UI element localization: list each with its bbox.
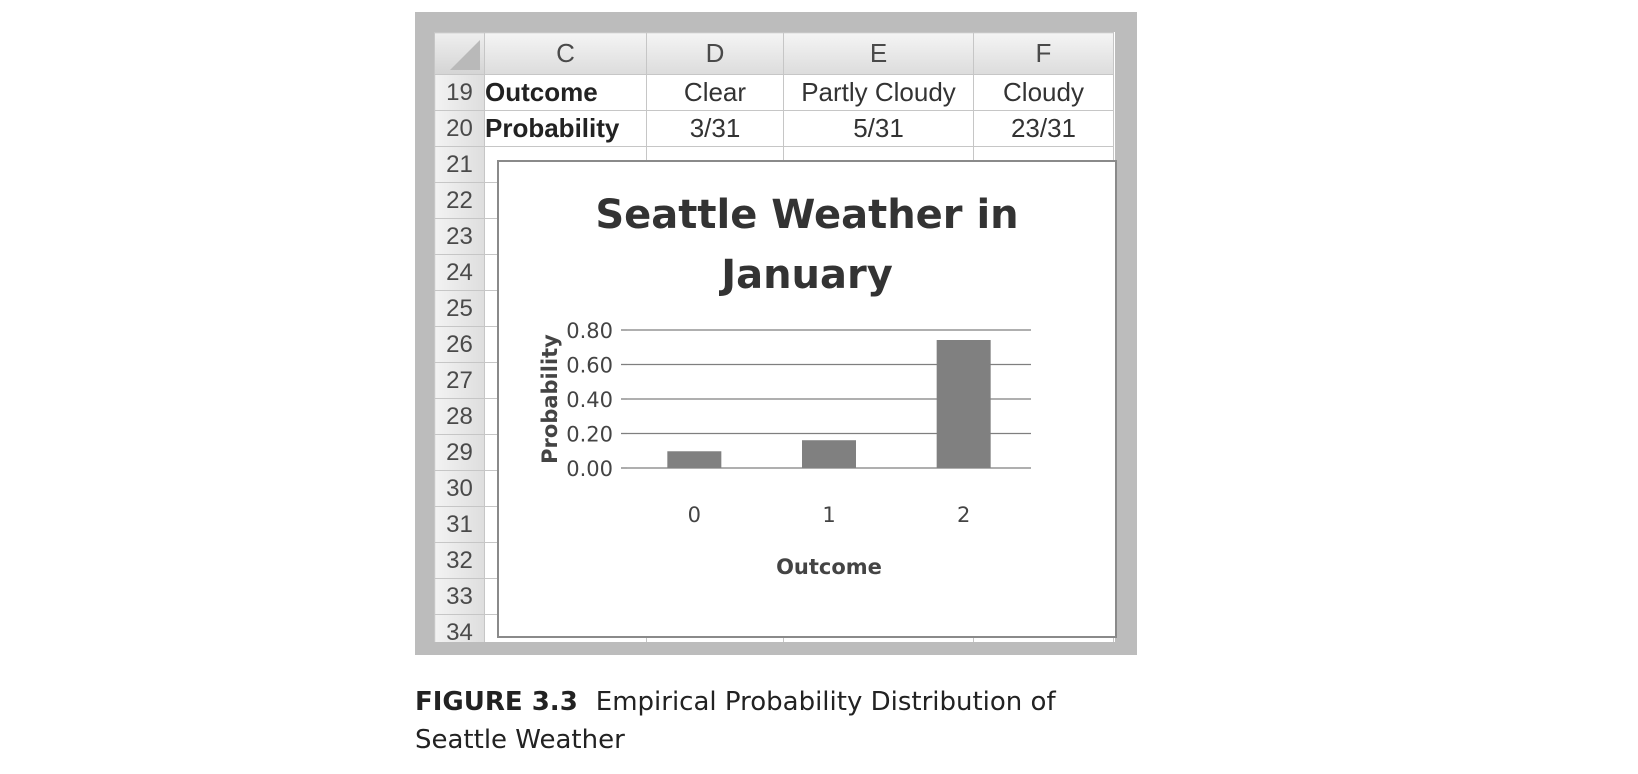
embedded-chart[interactable]: Seattle Weather in January 0.00 0.20 0.40 0.6… — [497, 160, 1117, 638]
row-header[interactable]: 32 — [434, 542, 485, 579]
row-header[interactable]: 25 — [434, 290, 485, 327]
cell-col-c[interactable]: Probability — [484, 110, 647, 147]
x-tick-label: 0 — [688, 503, 701, 527]
bar — [802, 440, 856, 468]
chart-title-line: January — [718, 252, 893, 298]
row-header[interactable]: 27 — [434, 362, 485, 399]
cell-col-f[interactable]: Cloudy — [973, 74, 1114, 111]
figure-caption-text: Empirical Probability Distribution of Se… — [415, 687, 1056, 755]
x-tick-label: 2 — [957, 503, 970, 527]
row-header[interactable]: 30 — [434, 470, 485, 507]
cell-col-e[interactable]: 5/31 — [783, 110, 974, 147]
sheet-row: 20 Probability 3/31 5/31 23/31 — [434, 110, 1114, 147]
row-header[interactable]: 19 — [434, 74, 485, 111]
figure-caption: FIGURE 3.3 Empirical Probability Distribu… — [415, 683, 1135, 759]
row-header[interactable]: 20 — [434, 110, 485, 147]
bar — [936, 340, 991, 468]
column-header-d[interactable]: D — [646, 32, 784, 75]
column-header-c[interactable]: C — [484, 32, 647, 75]
cell-col-c[interactable]: Outcome — [484, 74, 647, 111]
row-header[interactable]: 29 — [434, 434, 485, 471]
y-axis-label: Probability — [538, 334, 562, 464]
y-tick-label: 0.80 — [566, 319, 613, 343]
cell-col-e[interactable]: Partly Cloudy — [783, 74, 974, 111]
select-all-corner[interactable] — [434, 32, 485, 75]
bar-chart: Seattle Weather in January 0.00 0.20 0.40 0.6… — [538, 192, 1031, 579]
cell-col-d[interactable]: Clear — [646, 74, 784, 111]
row-header[interactable]: 28 — [434, 398, 485, 435]
cell-col-d[interactable]: 3/31 — [646, 110, 784, 147]
row-header[interactable]: 23 — [434, 218, 485, 255]
row-header[interactable]: 33 — [434, 578, 485, 615]
row-header[interactable]: 31 — [434, 506, 485, 543]
column-header-e[interactable]: E — [783, 32, 974, 75]
x-tick-label: 1 — [822, 503, 835, 527]
row-header[interactable]: 26 — [434, 326, 485, 363]
y-tick-label: 0.20 — [566, 423, 613, 447]
row-header[interactable]: 34 — [434, 614, 485, 642]
column-header-f[interactable]: F — [973, 32, 1114, 75]
figure-label: FIGURE 3.3 — [415, 687, 578, 717]
bar — [667, 451, 722, 468]
row-header[interactable]: 21 — [434, 146, 485, 183]
row-header[interactable]: 24 — [434, 254, 485, 291]
y-tick-label: 0.00 — [566, 457, 613, 481]
cell-col-f[interactable]: 23/31 — [973, 110, 1114, 147]
row-header[interactable]: 22 — [434, 182, 485, 219]
chart-title-line: Seattle Weather in — [595, 192, 1018, 238]
x-axis-label: Outcome — [776, 555, 882, 579]
y-tick-label: 0.60 — [566, 354, 613, 378]
y-tick-label: 0.40 — [566, 388, 613, 412]
sheet-row: 19 Outcome Clear Partly Cloudy Cloudy — [434, 74, 1114, 111]
